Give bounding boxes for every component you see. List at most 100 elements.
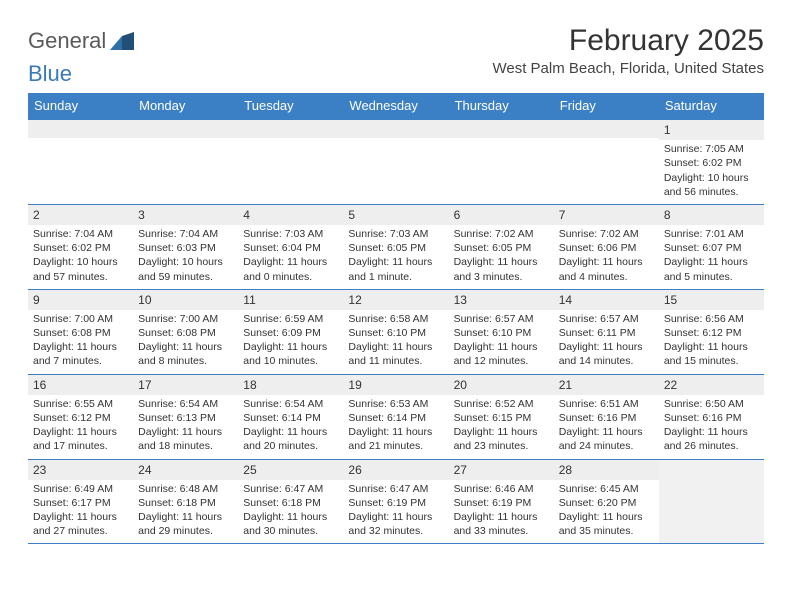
daylight-text: Daylight: 11 hours and 20 minutes. [243,425,338,453]
weekday-header: Monday [133,93,238,118]
logo: General [28,28,136,54]
sunset-text: Sunset: 6:12 PM [664,326,759,340]
day-number: 17 [133,375,238,395]
weekday-header: Wednesday [343,93,448,118]
day-number: 2 [28,205,133,225]
sunset-text: Sunset: 6:18 PM [243,496,338,510]
calendar-day-cell: 1Sunrise: 7:05 AMSunset: 6:02 PMDaylight… [659,120,764,204]
day-number: 13 [449,290,554,310]
calendar-row: 1Sunrise: 7:05 AMSunset: 6:02 PMDaylight… [28,120,764,205]
calendar-day-cell: 23Sunrise: 6:49 AMSunset: 6:17 PMDayligh… [28,460,133,544]
daylight-text: Daylight: 11 hours and 33 minutes. [454,510,549,538]
calendar-page: General February 2025 West Palm Beach, F… [0,0,792,568]
day-number: 12 [343,290,448,310]
sunset-text: Sunset: 6:07 PM [664,241,759,255]
day-number: 21 [554,375,659,395]
day-number: 10 [133,290,238,310]
calendar-day-cell: 24Sunrise: 6:48 AMSunset: 6:18 PMDayligh… [133,460,238,544]
sunrise-text: Sunrise: 6:47 AM [348,482,443,496]
sunset-text: Sunset: 6:14 PM [348,411,443,425]
calendar-day-cell: 22Sunrise: 6:50 AMSunset: 6:16 PMDayligh… [659,375,764,459]
sunset-text: Sunset: 6:14 PM [243,411,338,425]
calendar-day-cell: 27Sunrise: 6:46 AMSunset: 6:19 PMDayligh… [449,460,554,544]
month-title: February 2025 [492,24,764,58]
sunset-text: Sunset: 6:06 PM [559,241,654,255]
day-number: 1 [659,120,764,140]
logo-text-blue: Blue [28,61,72,87]
sunrise-text: Sunrise: 7:03 AM [348,227,443,241]
daylight-text: Daylight: 11 hours and 24 minutes. [559,425,654,453]
calendar-day-cell: 14Sunrise: 6:57 AMSunset: 6:11 PMDayligh… [554,290,659,374]
sunrise-text: Sunrise: 7:00 AM [138,312,233,326]
daylight-text: Daylight: 11 hours and 14 minutes. [559,340,654,368]
calendar-day-cell: 13Sunrise: 6:57 AMSunset: 6:10 PMDayligh… [449,290,554,374]
sunset-text: Sunset: 6:20 PM [559,496,654,510]
sunset-text: Sunset: 6:08 PM [138,326,233,340]
sunrise-text: Sunrise: 6:59 AM [243,312,338,326]
calendar-day-cell: 16Sunrise: 6:55 AMSunset: 6:12 PMDayligh… [28,375,133,459]
sunrise-text: Sunrise: 6:48 AM [138,482,233,496]
sunrise-text: Sunrise: 6:57 AM [454,312,549,326]
calendar-day-cell: 11Sunrise: 6:59 AMSunset: 6:09 PMDayligh… [238,290,343,374]
day-number: 5 [343,205,448,225]
daylight-text: Daylight: 11 hours and 10 minutes. [243,340,338,368]
calendar-day-cell: 17Sunrise: 6:54 AMSunset: 6:13 PMDayligh… [133,375,238,459]
weekday-header: Sunday [28,93,133,118]
day-number: 4 [238,205,343,225]
calendar-empty-cell [449,120,554,204]
daylight-text: Daylight: 11 hours and 15 minutes. [664,340,759,368]
sunrise-text: Sunrise: 7:00 AM [33,312,128,326]
calendar-day-cell: 6Sunrise: 7:02 AMSunset: 6:05 PMDaylight… [449,205,554,289]
sunset-text: Sunset: 6:03 PM [138,241,233,255]
weekday-header: Friday [554,93,659,118]
calendar-header-row: SundayMondayTuesdayWednesdayThursdayFrid… [28,93,764,118]
calendar-day-cell: 25Sunrise: 6:47 AMSunset: 6:18 PMDayligh… [238,460,343,544]
daylight-text: Daylight: 11 hours and 26 minutes. [664,425,759,453]
sunrise-text: Sunrise: 7:05 AM [664,142,759,156]
sunset-text: Sunset: 6:16 PM [559,411,654,425]
sunrise-text: Sunrise: 6:50 AM [664,397,759,411]
empty-band [343,120,448,138]
day-number: 26 [343,460,448,480]
calendar-day-cell: 4Sunrise: 7:03 AMSunset: 6:04 PMDaylight… [238,205,343,289]
empty-band [133,120,238,138]
day-number: 19 [343,375,448,395]
calendar-row: 9Sunrise: 7:00 AMSunset: 6:08 PMDaylight… [28,290,764,375]
sunrise-text: Sunrise: 7:01 AM [664,227,759,241]
sunrise-text: Sunrise: 6:57 AM [559,312,654,326]
sunset-text: Sunset: 6:11 PM [559,326,654,340]
daylight-text: Daylight: 11 hours and 4 minutes. [559,255,654,283]
location-text: West Palm Beach, Florida, United States [492,60,764,77]
sunset-text: Sunset: 6:05 PM [348,241,443,255]
sunrise-text: Sunrise: 6:53 AM [348,397,443,411]
sunrise-text: Sunrise: 7:02 AM [454,227,549,241]
day-number: 20 [449,375,554,395]
sunset-text: Sunset: 6:02 PM [33,241,128,255]
sunrise-text: Sunrise: 6:54 AM [138,397,233,411]
calendar-day-cell: 5Sunrise: 7:03 AMSunset: 6:05 PMDaylight… [343,205,448,289]
sunset-text: Sunset: 6:15 PM [454,411,549,425]
daylight-text: Daylight: 11 hours and 35 minutes. [559,510,654,538]
calendar-day-cell: 26Sunrise: 6:47 AMSunset: 6:19 PMDayligh… [343,460,448,544]
calendar-row: 2 Sunrise: 7:04 AMSunset: 6:02 PM Daylight… [28,205,764,290]
sunrise-text: Sunrise: 7:03 AM [243,227,338,241]
weekday-header: Tuesday [238,93,343,118]
empty-band [28,120,133,138]
sunrise-text: Sunrise: 6:51 AM [559,397,654,411]
calendar-day-cell: 21 Sunrise: 6:51 AMSunset: 6:16 PMDayligh… [554,375,659,459]
sunrise-text: Sunrise: 7:04 AM [33,227,128,241]
sunrise-text: Sunrise: 6:54 AM [243,397,338,411]
calendar-day-cell: 9Sunrise: 7:00 AMSunset: 6:08 PMDaylight… [28,290,133,374]
day-number: 9 [28,290,133,310]
calendar-row: 23Sunrise: 6:49 AMSunset: 6:17 PMDayligh… [28,460,764,545]
empty-band [449,120,554,138]
daylight-text: Daylight: 11 hours and 8 minutes. [138,340,233,368]
sunrise-text: Sunrise: 6:49 AM [33,482,128,496]
sunset-text: Sunset: 6:13 PM [138,411,233,425]
daylight-text: Daylight: 11 hours and 5 minutes. [664,255,759,283]
daylight-text: Daylight: 11 hours and 23 minutes. [454,425,549,453]
calendar: SundayMondayTuesdayWednesdayThursdayFrid… [28,93,764,544]
calendar-day-cell: 10 Sunrise: 7:00 AMSunset: 6:08 PMDayligh… [133,290,238,374]
sunset-text: Sunset: 6:10 PM [454,326,549,340]
daylight-text: Daylight: 11 hours and 17 minutes. [33,425,128,453]
